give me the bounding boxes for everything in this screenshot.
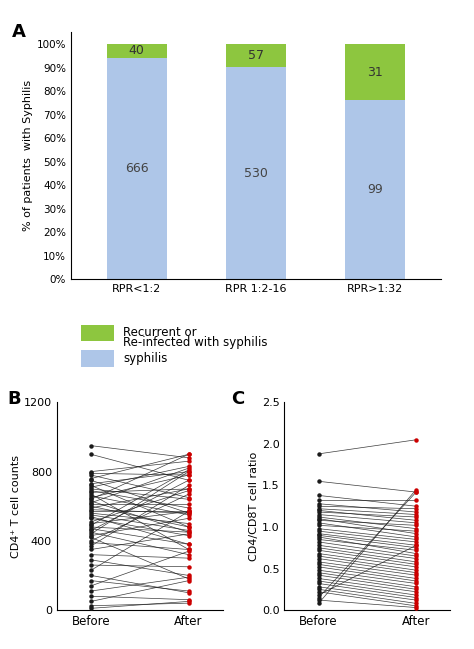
Text: C: C [231, 390, 245, 408]
Text: Re-infected with syphilis: Re-infected with syphilis [123, 336, 268, 349]
Y-axis label: CD4⁺ T cell counts: CD4⁺ T cell counts [11, 455, 21, 557]
Text: Recurrent or: Recurrent or [123, 326, 197, 339]
Text: 99: 99 [367, 183, 383, 196]
Bar [346, 44, 405, 100]
Text: 57: 57 [248, 49, 264, 62]
Y-axis label: % of patients  with Syphilis: % of patients with Syphilis [23, 80, 33, 231]
Bar [226, 44, 286, 67]
Bar [346, 100, 405, 279]
Text: 666: 666 [125, 162, 148, 175]
Bar [107, 44, 166, 58]
Text: 530: 530 [244, 167, 268, 180]
Text: A: A [12, 23, 26, 41]
Text: 31: 31 [367, 66, 383, 79]
Text: 40: 40 [129, 44, 145, 57]
Bar [107, 58, 166, 279]
Bar [226, 67, 286, 279]
Y-axis label: CD4/CD8T cell ratio: CD4/CD8T cell ratio [249, 452, 259, 561]
Text: B: B [7, 390, 21, 408]
Text: syphilis: syphilis [123, 352, 168, 365]
